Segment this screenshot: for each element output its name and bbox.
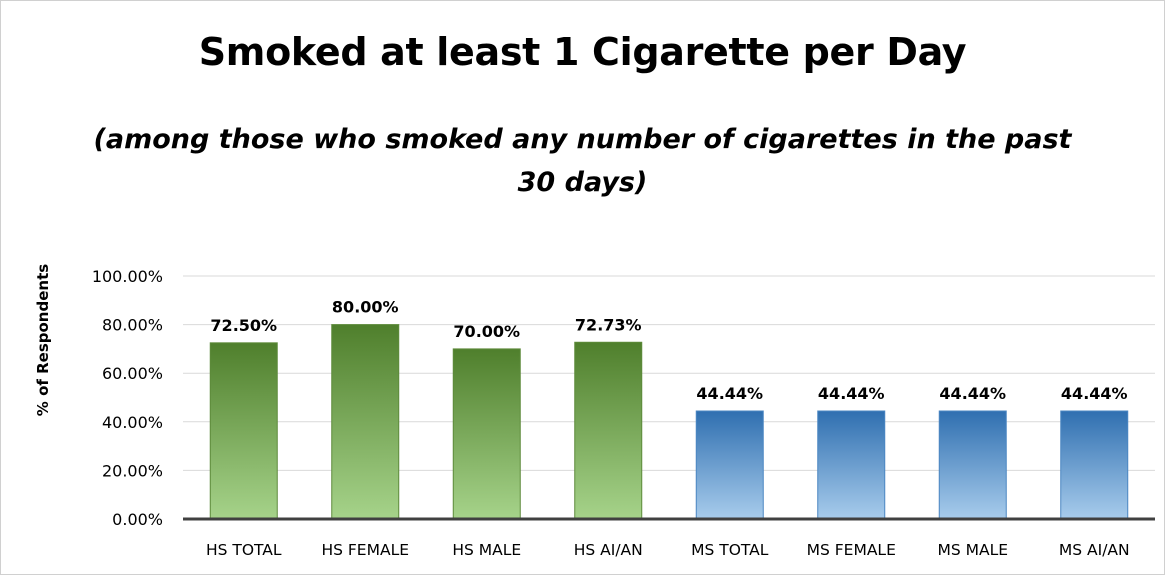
bar-ms-ai-an: [1061, 411, 1128, 519]
y-tick-label: 0.00%: [112, 510, 163, 529]
y-tick-label: 40.00%: [102, 413, 163, 432]
data-label: 44.44%: [696, 384, 763, 403]
data-label: 44.44%: [818, 384, 885, 403]
x-tick-label: HS AI/AN: [574, 541, 643, 559]
data-label: 80.00%: [332, 298, 399, 317]
x-tick-label: MS AI/AN: [1059, 541, 1130, 559]
bar-hs-ai-an: [575, 342, 642, 519]
x-tick-label: HS FEMALE: [321, 541, 409, 559]
x-tick-label: MS MALE: [937, 541, 1008, 559]
data-label: 72.50%: [210, 316, 277, 335]
y-tick-label: 60.00%: [102, 364, 163, 383]
bar-hs-total: [210, 343, 277, 519]
data-label: 44.44%: [939, 384, 1006, 403]
bar-hs-male: [453, 349, 520, 519]
data-label: 44.44%: [1061, 384, 1128, 403]
gridlines: [183, 276, 1155, 470]
data-label: 70.00%: [453, 322, 520, 341]
y-tick-label: 20.00%: [102, 461, 163, 480]
bar-ms-female: [818, 411, 885, 519]
x-tick-label: MS TOTAL: [691, 541, 769, 559]
x-tick-label: HS TOTAL: [206, 541, 282, 559]
bar-hs-female: [332, 325, 399, 519]
y-axis-title: % of Respondents: [34, 264, 52, 416]
y-tick-label: 100.00%: [92, 267, 163, 286]
data-label: 72.73%: [575, 315, 642, 334]
bar-ms-male: [939, 411, 1006, 519]
bar-ms-total: [696, 411, 763, 519]
x-tick-label: MS FEMALE: [807, 541, 896, 559]
y-tick-label: 80.00%: [102, 316, 163, 335]
x-tick-label: HS MALE: [452, 541, 521, 559]
